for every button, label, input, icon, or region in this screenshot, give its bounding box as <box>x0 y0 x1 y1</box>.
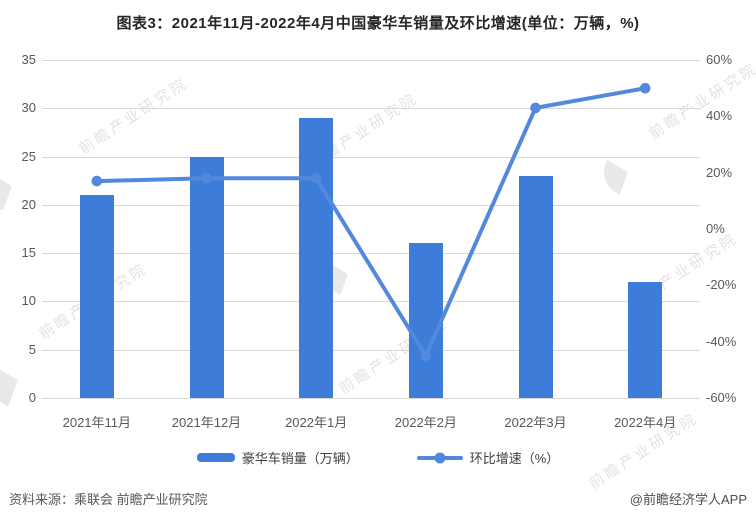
gridline-5 <box>42 301 700 303</box>
gridline-3 <box>42 204 700 206</box>
gridline-7 <box>42 398 700 399</box>
right-axis-tick-4: -20% <box>706 277 737 293</box>
line-marker-icon <box>434 452 446 463</box>
growth-rate-line <box>91 82 651 362</box>
gridline-2 <box>42 156 700 158</box>
right-axis-tick-2: 20% <box>706 164 733 180</box>
x-axis-label-1: 2021年12月 <box>171 415 242 430</box>
left-axis-tick-1: 30 <box>21 100 36 116</box>
footer: 资料来源：乘联会 前瞻产业研究院 @前瞻经济学人APP <box>0 489 756 508</box>
left-axis-tick-4: 15 <box>21 245 36 261</box>
left-axis-tick-5: 10 <box>21 293 36 309</box>
line-point-1 <box>201 173 212 184</box>
x-axis-label-5: 2022年4月 <box>614 415 677 430</box>
legend-item-growth: 环比增速（%） <box>416 448 560 467</box>
legend: 豪华车销量（万辆） 环比增速（%） <box>0 448 756 467</box>
line-series-swatch-icon <box>416 452 463 463</box>
growth-line-path <box>94 86 648 358</box>
gridline-6 <box>42 349 700 351</box>
right-axis-tick-3: 0% <box>706 221 725 236</box>
sales-bar-5 <box>628 282 663 398</box>
sales-bar-1 <box>189 156 224 398</box>
x-axis-label-3: 2022年2月 <box>394 415 457 430</box>
x-axis: 2021年11月 2021年12月 2022年1月 2022年2月 2022年3月 202… <box>42 412 700 432</box>
sales-bar-3 <box>408 243 443 398</box>
legend-label-sales: 豪华车销量（万辆） <box>241 451 359 466</box>
bar-series-swatch-icon <box>196 453 235 462</box>
line-point-2 <box>310 173 322 184</box>
left-axis-tick-0: 35 <box>21 52 36 67</box>
legend-label-growth: 环比增速（%） <box>469 451 560 466</box>
line-point-5 <box>639 82 651 94</box>
data-source-text: 资料来源：乘联会 前瞻产业研究院 <box>9 492 208 507</box>
line-point-0 <box>91 175 103 187</box>
x-axis-label-0: 2021年11月 <box>62 415 132 430</box>
left-axis-tick-7: 0 <box>28 390 36 405</box>
sales-bar-0 <box>79 195 114 398</box>
right-y-axis: 60% 40% 20% 0% -20% -40% -60% <box>706 52 754 405</box>
sales-bar-2 <box>299 117 334 398</box>
x-axis-label-4: 2022年3月 <box>504 415 567 430</box>
line-point-3 <box>420 350 432 362</box>
right-axis-tick-5: -40% <box>706 333 737 349</box>
attribution-text: @前瞻经济学人APP <box>629 492 747 507</box>
legend-item-sales: 豪华车销量（万辆） <box>196 448 359 467</box>
gridline-4 <box>42 253 700 255</box>
chart-title: 图表3：2021年11月-2022年4月中国豪华车销量及环比增速(单位：万辆，%… <box>116 15 640 32</box>
line-point-4 <box>530 102 541 114</box>
left-axis-tick-6: 5 <box>28 341 36 357</box>
gridline-1 <box>42 108 700 110</box>
left-axis-tick-3: 20 <box>21 196 36 212</box>
right-axis-tick-1: 40% <box>706 108 733 124</box>
x-axis-label-2: 2022年1月 <box>285 415 348 430</box>
left-y-axis: 35 30 25 20 15 10 5 0 <box>0 52 36 405</box>
gridline-0 <box>42 60 700 61</box>
left-axis-tick-2: 25 <box>21 148 36 164</box>
sales-bar-4 <box>518 175 553 398</box>
plot-area <box>42 60 700 399</box>
right-axis-tick-6: -60% <box>706 390 737 405</box>
right-axis-tick-0: 60% <box>706 52 733 67</box>
